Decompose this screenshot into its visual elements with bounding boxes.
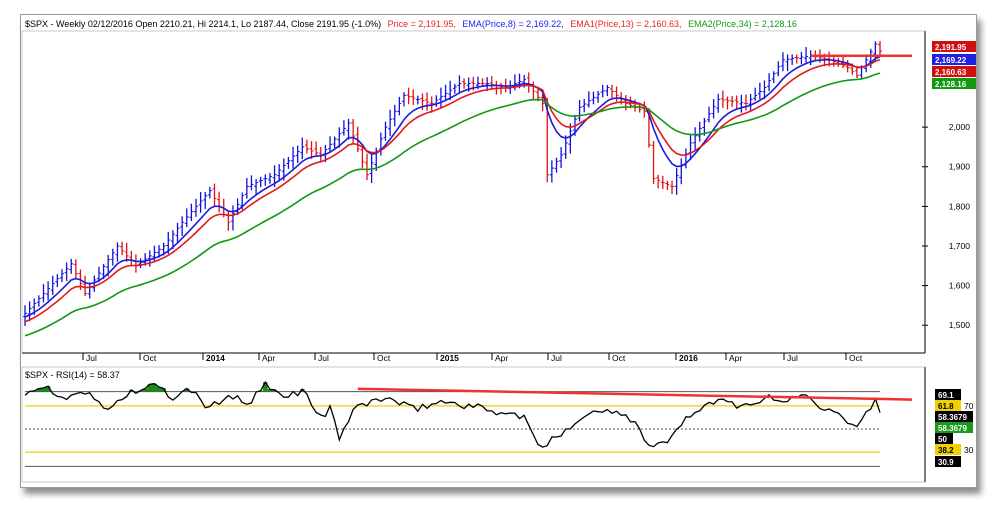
x-tick-label: Apr (495, 353, 508, 363)
y-tick-label: 1,900 (949, 162, 971, 172)
x-tick-label: 2015 (440, 353, 459, 363)
rsi-50-badge: 50 (938, 435, 947, 444)
x-tick-label: Jul (318, 353, 329, 363)
x-tick-label: 2014 (206, 353, 225, 363)
x-tick-label: Jul (551, 353, 562, 363)
ema34-legend: EMA2(Price,34) = 2,128.16 (688, 19, 797, 29)
ema-lines (24, 54, 912, 337)
rsi-30-label: 30 (964, 445, 974, 455)
rsi-309-badge: 30.9 (938, 458, 954, 467)
price-legend: Price = 2,191.95, (388, 19, 456, 29)
symbol-info: $SPX - Weekly 02/12/2016 Open 2210.21, H… (25, 19, 381, 29)
ema34-badge-bg (932, 78, 976, 89)
rsi-618-badge: 61.8 (938, 402, 954, 411)
ema13-badge: 2,160.63 (935, 68, 967, 77)
x-tick-label: 2016 (679, 353, 698, 363)
x-tick-label: Oct (143, 353, 157, 363)
rsi-382-badge-bg (935, 444, 961, 455)
x-tick-label: Jul (787, 353, 798, 363)
ema8-badge-bg (932, 54, 976, 65)
x-axis-labels: Jul Oct 2014 Apr Jul Oct 2015 Apr Jul Oct 2016 Apr J… (82, 353, 863, 363)
x-tick-label: Oct (612, 353, 626, 363)
price-grid (922, 126, 928, 326)
rsi-legend: $SPX - RSI(14) = 58.37 (25, 370, 120, 380)
x-tick-label: Apr (262, 353, 275, 363)
price-badges: 2,191.95 2,169.22 2,160.63 2,128.16 (932, 41, 976, 89)
ema13-badge-bg (932, 66, 976, 77)
rsi-line (24, 380, 881, 448)
ema13-line (24, 58, 881, 323)
rsi-trendline (357, 387, 913, 401)
rsi-layer (24, 380, 913, 467)
y-tick-label: 1,600 (949, 281, 971, 291)
price-badge-bg (932, 41, 976, 52)
rsi-val-badge-bg (935, 411, 973, 422)
x-tick-label: Oct (377, 353, 391, 363)
header-line: $SPX - Weekly 02/12/2016 Open 2210.21, H… (25, 19, 797, 29)
rsi-val2-badge: 58.3679 (938, 424, 967, 433)
y-tick-label: 1,700 (949, 241, 971, 251)
y-tick-label: 2,000 (949, 122, 971, 132)
price-bars (23, 40, 882, 326)
price-badge: 2,191.95 (935, 43, 967, 52)
ema8-line (24, 56, 881, 318)
rsi-309-badge-bg (935, 456, 961, 467)
y-tick-label: 1,800 (949, 201, 971, 211)
rsi-69-badge: 69.1 (938, 391, 954, 400)
rsi-val-badge: 58.3679 (938, 413, 967, 422)
rsi-badges: 69.1 61.8 70 58.3679 58.3679 50 38.2 30 … (935, 389, 974, 467)
chart-window (20, 14, 977, 488)
x-tick-label: Apr (729, 353, 742, 363)
rsi-618-badge-bg (935, 400, 961, 411)
y-axis-labels: 1,500 1,600 1,700 1,800 1,900 2,000 (949, 122, 971, 330)
rsi-70-label: 70 (964, 401, 974, 411)
x-tick-label: Jul (86, 353, 97, 363)
ema34-badge: 2,128.16 (935, 80, 967, 89)
rsi-69-badge-bg (935, 389, 961, 400)
y-tick-label: 1,500 (949, 320, 971, 330)
rsi-panel (21, 366, 926, 483)
x-tick-label: Oct (849, 353, 863, 363)
rsi-50-badge-bg (935, 433, 953, 444)
rsi-val2-badge-bg (935, 422, 973, 433)
ema8-legend: EMA(Price,8) = 2,169.22, (462, 19, 563, 29)
rsi-382-badge: 38.2 (938, 446, 954, 455)
ema8-badge: 2,169.22 (935, 56, 967, 65)
ema34-line (24, 72, 881, 337)
ema13-legend: EMA1(Price,13) = 2,160.63, (570, 19, 681, 29)
